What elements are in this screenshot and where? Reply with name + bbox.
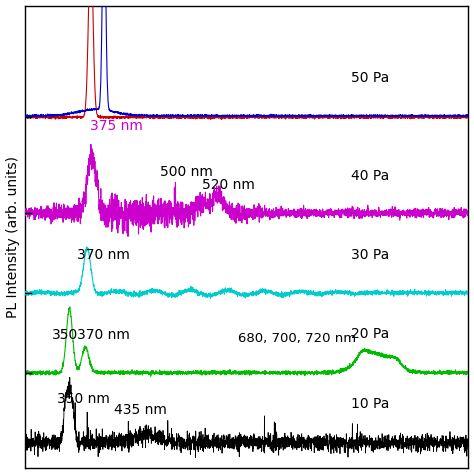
- Text: 370 nm: 370 nm: [76, 248, 129, 262]
- Text: 680, 700, 720 nm: 680, 700, 720 nm: [238, 332, 356, 346]
- Text: 520 nm: 520 nm: [202, 178, 255, 192]
- Text: 30 Pa: 30 Pa: [351, 248, 390, 262]
- Text: 350 nm: 350 nm: [57, 392, 110, 406]
- Text: 20 Pa: 20 Pa: [351, 327, 390, 340]
- Text: 50 Pa: 50 Pa: [351, 71, 390, 85]
- Text: 435 nm: 435 nm: [114, 403, 167, 417]
- Text: 370 nm: 370 nm: [76, 328, 129, 342]
- Text: 350: 350: [52, 328, 78, 342]
- Text: 10 Pa: 10 Pa: [351, 397, 390, 411]
- Text: 375 nm: 375 nm: [90, 119, 143, 133]
- Y-axis label: PL Intensity (arb. units): PL Intensity (arb. units): [6, 156, 19, 318]
- Text: 40 Pa: 40 Pa: [351, 169, 390, 182]
- Text: 500 nm: 500 nm: [160, 165, 213, 179]
